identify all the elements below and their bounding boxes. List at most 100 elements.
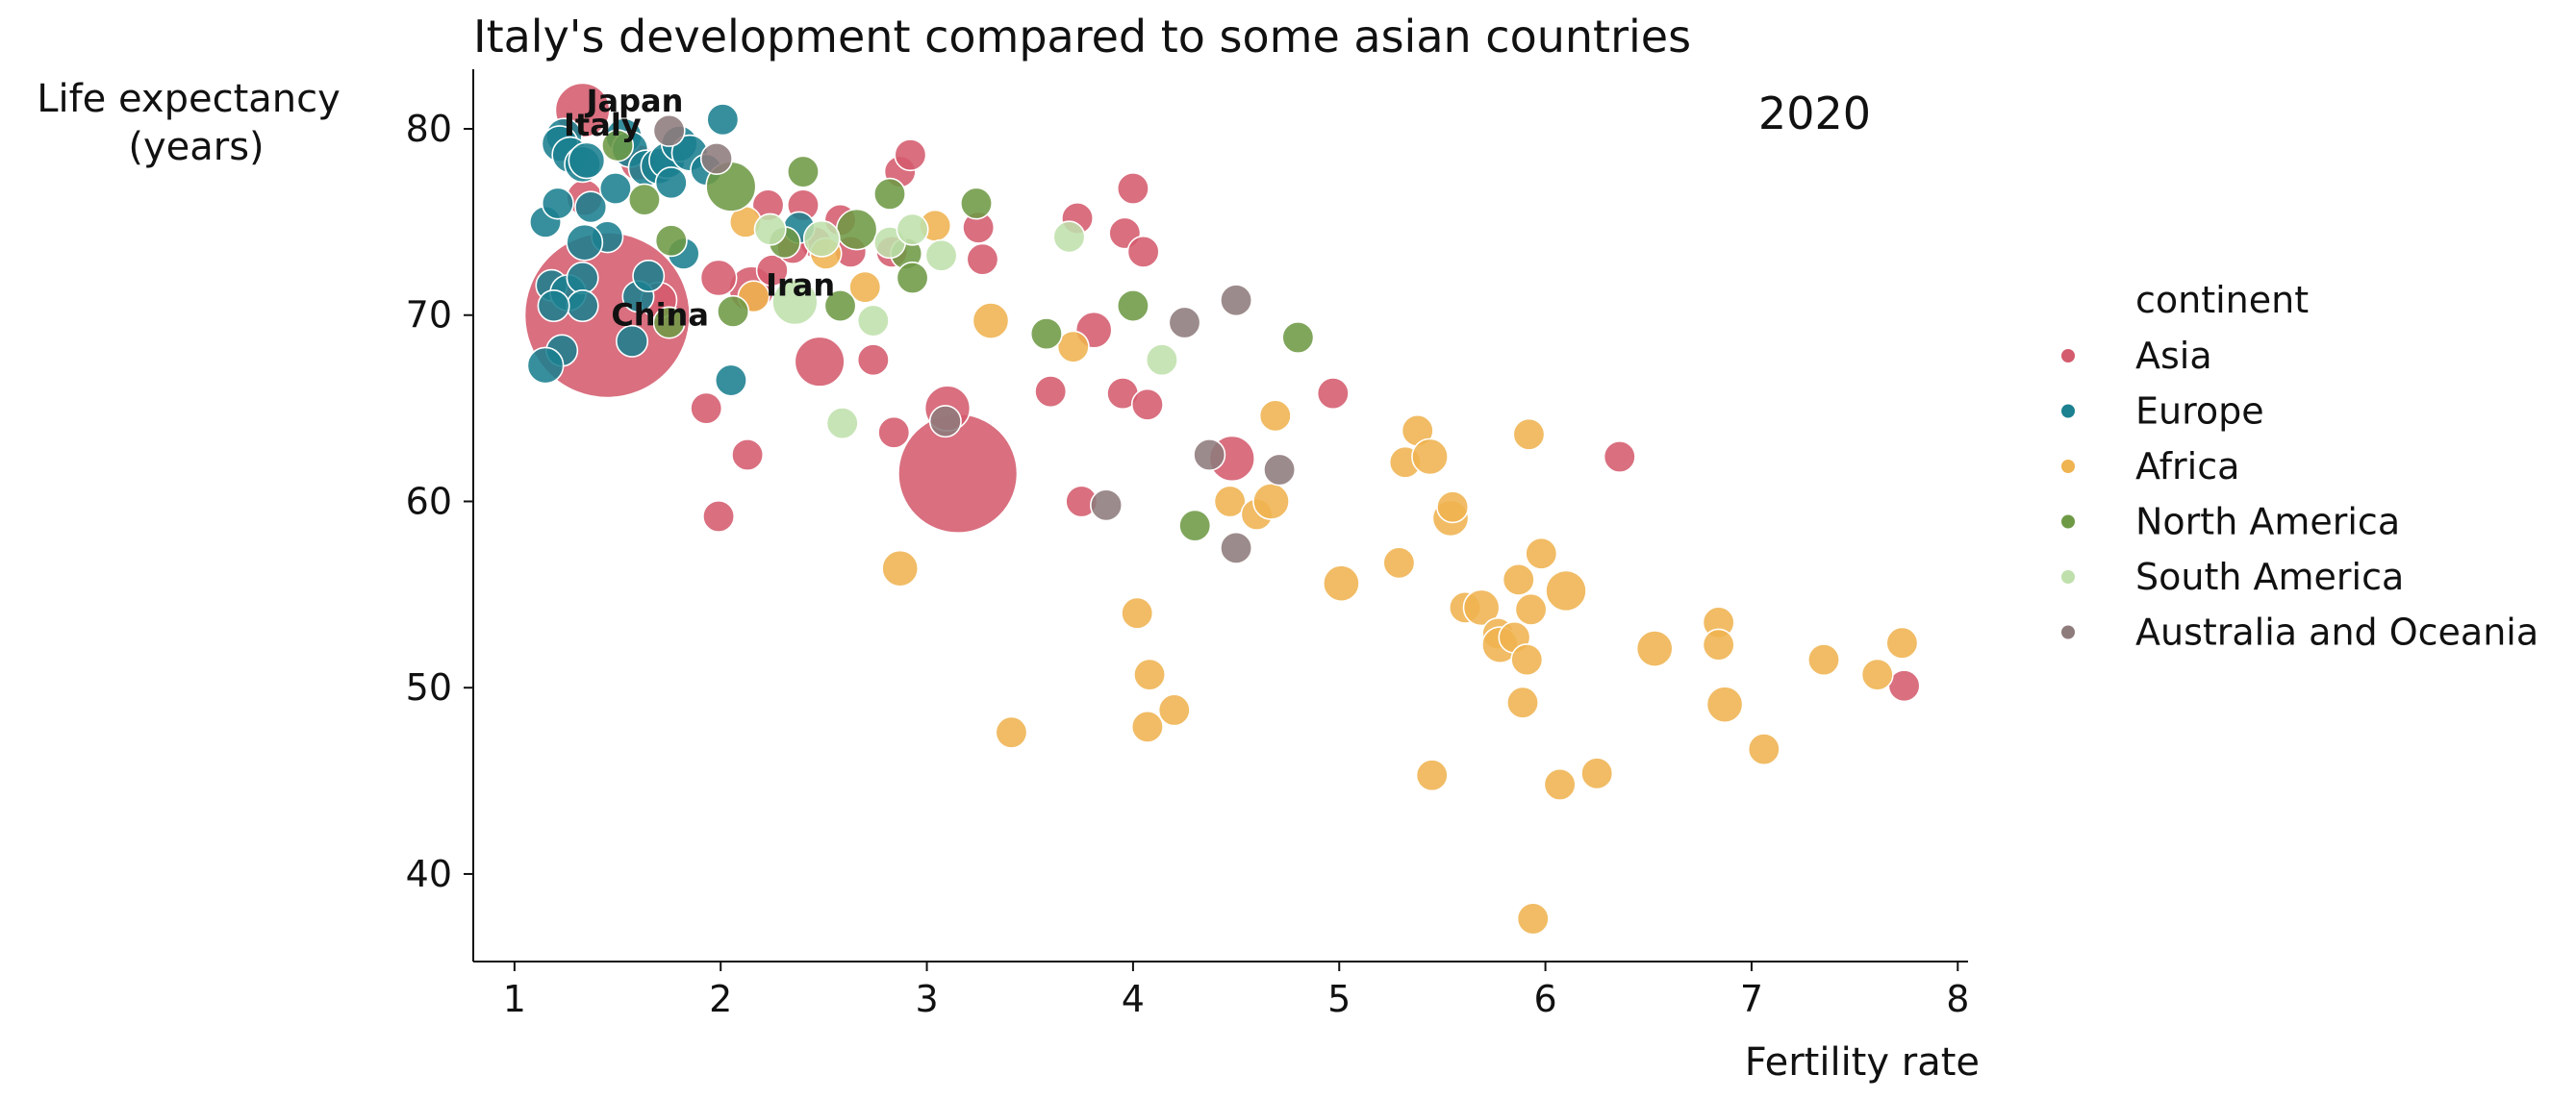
- point-south-america: [802, 219, 841, 258]
- y-axis-label-units: (years): [128, 125, 264, 169]
- point-south-america: [825, 407, 859, 440]
- point-south-america: [1145, 343, 1178, 377]
- point-australia-and-oceania: [652, 113, 686, 147]
- point-africa: [1056, 330, 1090, 363]
- annotation-italy: Italy: [564, 107, 642, 143]
- x-axis-label: Fertility rate: [1745, 1040, 1980, 1085]
- point-australia-and-oceania: [1263, 453, 1297, 487]
- x-tick-label: 5: [1327, 978, 1351, 1020]
- point-asia: [1126, 235, 1160, 268]
- y-tick-label: 50: [406, 666, 452, 709]
- point-south-america: [856, 304, 890, 338]
- point-africa: [1702, 628, 1735, 662]
- point-europe: [566, 289, 599, 323]
- x-tick-label: 2: [709, 978, 732, 1020]
- point-north-america: [896, 261, 929, 294]
- point-africa: [1411, 438, 1449, 476]
- point-asia: [794, 336, 846, 388]
- point-south-america: [753, 212, 787, 246]
- point-europe: [616, 324, 649, 358]
- y-tick-label: 40: [406, 853, 452, 895]
- point-europe: [566, 223, 604, 262]
- point-africa: [1747, 733, 1780, 766]
- point-australia-and-oceania: [1220, 531, 1253, 564]
- point-south-america: [924, 238, 958, 272]
- point-africa: [1525, 537, 1558, 570]
- point-africa: [995, 715, 1028, 749]
- point-north-america: [1178, 509, 1212, 542]
- legend-marker: [2061, 349, 2075, 362]
- legend-marker: [2061, 570, 2075, 584]
- point-africa: [1133, 658, 1167, 691]
- point-africa: [1502, 562, 1535, 596]
- x-tick-label: 7: [1740, 978, 1763, 1020]
- y-tick-label: 70: [406, 294, 452, 337]
- point-europe: [714, 363, 747, 397]
- point-asia: [755, 254, 789, 288]
- point-north-america: [717, 294, 750, 328]
- point-asia: [702, 499, 736, 533]
- x-tick-label: 3: [915, 978, 938, 1020]
- point-north-america: [601, 129, 635, 162]
- point-africa: [1545, 569, 1587, 612]
- point-asia: [877, 415, 911, 449]
- legend-marker: [2061, 625, 2075, 639]
- point-africa: [1516, 902, 1550, 936]
- point-south-america: [1052, 220, 1086, 254]
- point-africa: [848, 270, 882, 304]
- point-africa: [972, 302, 1010, 339]
- x-tick-label: 4: [1122, 978, 1145, 1020]
- point-asia: [856, 343, 890, 377]
- point-asia: [894, 138, 927, 172]
- point-africa: [1157, 693, 1191, 727]
- legend-entry: Europe: [2135, 390, 2264, 433]
- annotation-china: China: [611, 297, 709, 334]
- point-north-america: [654, 224, 688, 258]
- point-asia: [1316, 377, 1350, 411]
- point-africa: [1506, 686, 1540, 719]
- point-north-america: [960, 187, 994, 220]
- point-africa: [1130, 710, 1164, 743]
- y-tick-label: 60: [406, 480, 452, 522]
- data-points: [523, 82, 1921, 936]
- point-europe: [574, 190, 608, 224]
- point-africa: [1510, 643, 1544, 677]
- point-asia: [699, 259, 738, 297]
- point-asia: [1130, 388, 1164, 421]
- x-tick-label: 1: [503, 978, 526, 1020]
- point-africa: [1322, 564, 1360, 603]
- point-north-america: [627, 183, 661, 216]
- point-africa: [1436, 490, 1470, 524]
- point-africa: [1885, 626, 1919, 660]
- annotation-japan: Japan: [585, 83, 684, 119]
- point-australia-and-oceania: [1090, 488, 1124, 522]
- point-africa: [1514, 592, 1548, 626]
- point-europe: [706, 103, 740, 137]
- point-africa: [1415, 759, 1449, 792]
- legend-marker: [2061, 460, 2075, 473]
- point-south-america: [896, 212, 929, 246]
- point-north-america: [835, 208, 878, 251]
- legend-entry: Asia: [2135, 335, 2212, 377]
- point-north-america: [1029, 317, 1063, 351]
- point-europe: [566, 261, 599, 294]
- point-africa: [1382, 546, 1416, 580]
- point-africa: [1806, 643, 1840, 677]
- point-africa: [881, 549, 920, 588]
- point-africa: [1512, 417, 1546, 451]
- point-africa: [1580, 757, 1614, 790]
- point-north-america: [823, 289, 857, 323]
- point-north-america: [872, 177, 906, 211]
- point-africa: [1252, 483, 1290, 520]
- legend-marker: [2061, 514, 2075, 529]
- point-north-america: [1116, 289, 1149, 323]
- legend: continent Asia Europe Africa North America S…: [2061, 279, 2538, 654]
- point-asia: [690, 391, 723, 425]
- point-africa: [1705, 686, 1744, 724]
- y-axis-label: Life expectancy: [37, 77, 341, 121]
- x-tick-label: 6: [1533, 978, 1556, 1020]
- legend-marker: [2061, 404, 2075, 418]
- point-europe: [632, 260, 666, 293]
